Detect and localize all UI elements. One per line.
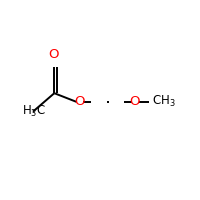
Text: O: O — [48, 48, 59, 61]
Text: H$_3$C: H$_3$C — [22, 104, 46, 119]
Text: O: O — [74, 95, 85, 108]
Text: CH$_3$: CH$_3$ — [152, 94, 175, 109]
Text: O: O — [130, 95, 140, 108]
